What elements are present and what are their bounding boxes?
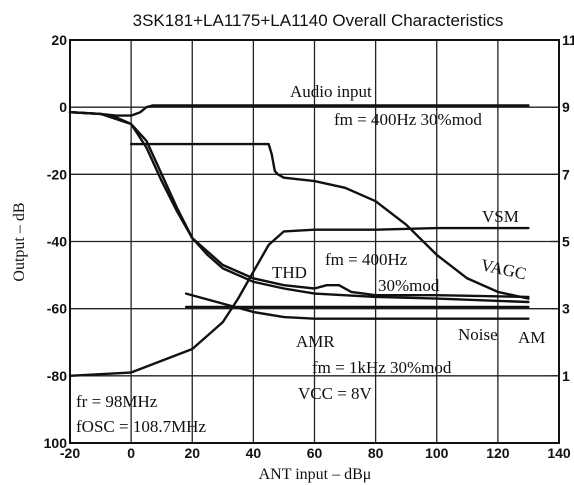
x-tick-label: 100 — [425, 445, 449, 461]
fm-low-label: fm = 1kHz 30%mod — [312, 358, 452, 377]
series-line-noise — [68, 111, 530, 304]
curves — [68, 104, 530, 377]
fm-top-label: fm = 400Hz 30%mod — [334, 110, 482, 129]
series-line-amr — [184, 292, 530, 320]
x-tick-label: 80 — [368, 445, 384, 461]
y2-tick-label: 1 — [562, 368, 570, 384]
y-tick-label: -40 — [47, 234, 67, 250]
series-line-vsm — [68, 226, 530, 377]
x-tick-label: 140 — [547, 445, 571, 461]
y-tick-label: -60 — [47, 301, 67, 317]
y2-tick-label: 9 — [562, 99, 570, 115]
x-tick-label: -20 — [60, 445, 80, 461]
y-tick-label: 0 — [59, 99, 67, 115]
vagc-label: VAGC — [479, 255, 528, 283]
x-axis-label: ANT input – dBμ — [259, 466, 372, 483]
amr-label: AMR — [296, 332, 335, 351]
fr-label: fr = 98MHz — [76, 392, 158, 411]
x-tick-label: 20 — [184, 445, 200, 461]
thd-label: THD — [272, 263, 307, 282]
plot-frame — [69, 39, 560, 444]
noise-label: Noise — [458, 325, 498, 344]
tick-labels: -20 0 20 40 60 80 100 120 140 20 0 -20 -40 -60 -80 100 1… — [44, 32, 574, 461]
fm-mid-label: fm = 400Hz — [325, 250, 408, 269]
y2-tick-label: 5 — [562, 234, 570, 250]
fosc-label: fOSC = 108.7MHz — [76, 417, 206, 436]
series-line-vagc — [129, 142, 530, 300]
x-tick-label: 40 — [246, 445, 262, 461]
vsm-label: VSM — [482, 207, 519, 226]
y-tick-label: 20 — [51, 32, 67, 48]
x-tick-label: 60 — [307, 445, 323, 461]
series-line-thd — [68, 111, 530, 299]
mod-mid-label: 30%mod — [378, 276, 440, 295]
x-tick-label: 120 — [486, 445, 510, 461]
y2-tick-label: 3 — [562, 301, 570, 317]
y-tick-label: 100 — [44, 435, 68, 451]
chart-title: 3SK181+LA1175+LA1140 Overall Characteris… — [133, 11, 504, 30]
x-tick-label: 0 — [127, 445, 135, 461]
y2-tick-label: 11 — [562, 32, 574, 48]
annotations: Audio input fm = 400Hz 30%mod VSM VAGC T… — [76, 82, 545, 436]
vcc-label: VCC = 8V — [298, 384, 373, 403]
y-tick-label: -20 — [47, 166, 67, 182]
audio-input-label: Audio input — [290, 82, 372, 101]
am-label: AM — [518, 328, 545, 347]
y2-tick-label: 7 — [562, 166, 570, 182]
y-axis-label: Output – dB — [11, 202, 28, 281]
y-tick-label: -80 — [47, 368, 67, 384]
